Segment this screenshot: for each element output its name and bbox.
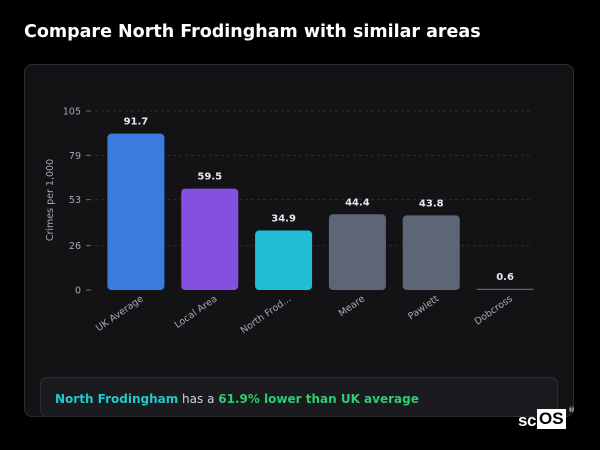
bar: [402, 215, 460, 290]
x-tick-label: Local Area: [173, 293, 220, 330]
bar: [476, 288, 534, 290]
bar: [181, 188, 239, 290]
x-tick-label: North Frod...: [239, 293, 294, 336]
page-title: Compare North Frodingham with similar ar…: [24, 22, 481, 42]
bar: [328, 214, 386, 290]
y-axis-label: Crimes per 1,000: [45, 159, 56, 241]
y-tick-label: 53: [69, 195, 81, 206]
bar-value-label: 34.9: [271, 214, 296, 225]
summary-comparison: 61.9% lower than UK average: [218, 392, 419, 406]
bar-value-label: 44.4: [345, 197, 370, 208]
registered-mark: ®: [568, 406, 575, 414]
summary-area-name: North Frodingham: [55, 392, 179, 406]
y-tick-label: 26: [69, 241, 81, 252]
bar-value-label: 43.8: [419, 198, 444, 209]
bar: [255, 230, 313, 290]
y-tick-label: 0: [75, 286, 81, 297]
comparison-summary: North Frodingham has a 61.9% lower than …: [40, 377, 558, 417]
x-tick-label: UK Average: [94, 293, 146, 334]
y-tick-label: 105: [63, 107, 81, 118]
brand-boxed-text: OS: [537, 409, 566, 429]
bar: [107, 133, 165, 290]
bar-value-label: 0.6: [496, 272, 514, 283]
summary-middle-text: has a: [178, 392, 219, 406]
brand-logo: sc OS ®: [518, 406, 575, 432]
bar-value-label: 91.7: [124, 117, 149, 128]
x-tick-label: Meare: [337, 293, 368, 319]
x-tick-label: Dobcross: [473, 293, 515, 327]
x-tick-label: Pawlett: [406, 293, 441, 322]
y-tick-label: 79: [69, 151, 81, 162]
bar-value-label: 59.5: [197, 172, 222, 183]
brand-prefix: sc: [518, 411, 536, 430]
